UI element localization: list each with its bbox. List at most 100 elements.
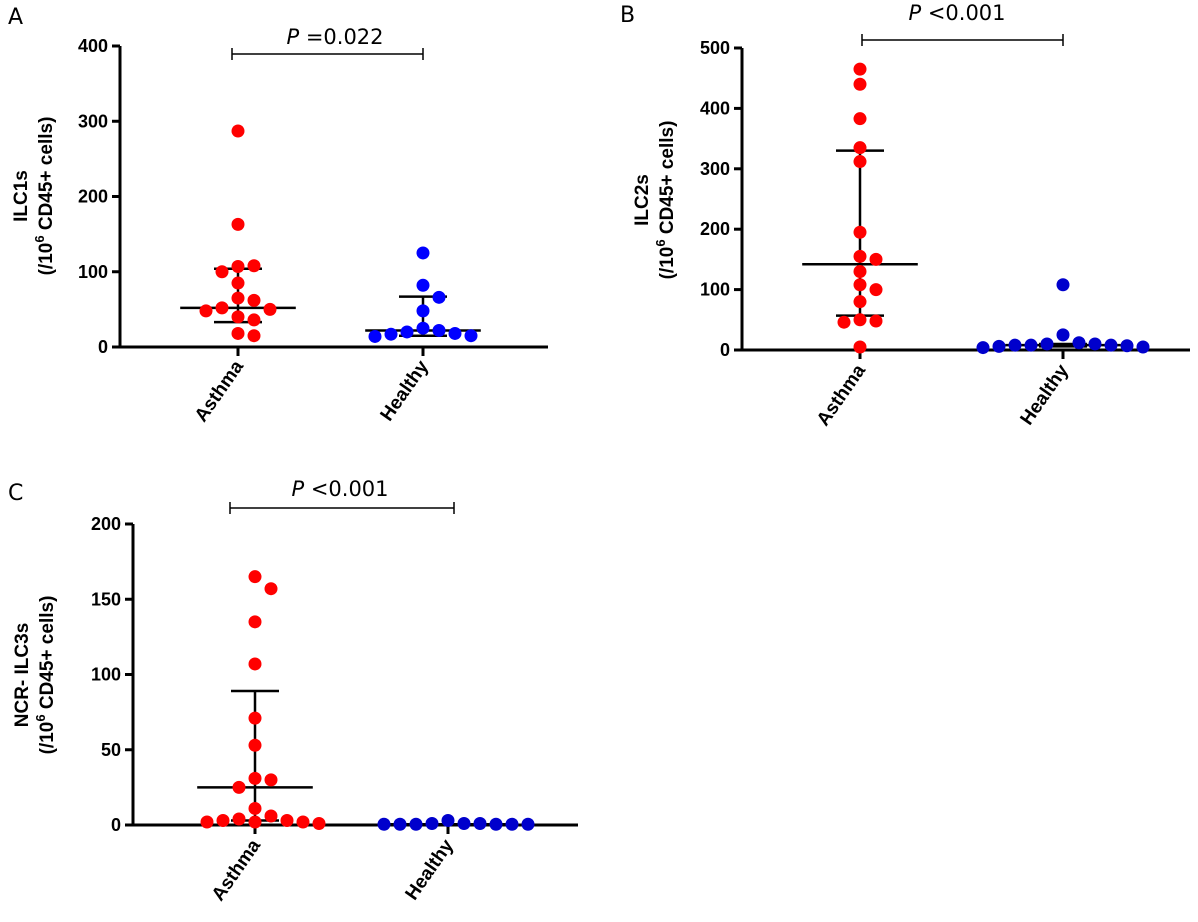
data-point-asthma [231, 291, 245, 305]
data-point-healthy [1088, 337, 1102, 351]
data-point-asthma [248, 738, 262, 752]
data-point-healthy [976, 341, 990, 355]
data-point-asthma [263, 302, 277, 316]
data-point-asthma [853, 264, 867, 278]
y-axis-title-units: (/106 CD45+ cells) [653, 121, 678, 280]
y-axis-units-prefix: (/10 [37, 722, 58, 755]
data-point-asthma [248, 771, 262, 785]
data-point-asthma [248, 815, 262, 829]
p-value-label: P <0.001 [291, 477, 388, 501]
data-point-asthma [199, 304, 213, 318]
data-point-healthy [432, 323, 446, 337]
y-tick-label: 100 [78, 262, 108, 282]
data-point-asthma [296, 815, 310, 829]
p-value-label: P =0.022 [286, 25, 383, 49]
data-point-healthy [416, 304, 430, 318]
data-point-asthma [231, 310, 245, 324]
data-point-asthma [853, 278, 867, 292]
data-point-healthy [448, 326, 462, 340]
data-point-healthy [1056, 278, 1070, 292]
y-tick-label: 0 [111, 815, 121, 835]
chart-panel-a: A 0 100 200 300 400 Asthma Healthy ILC1s(/106 CD… [8, 5, 548, 426]
data-point-asthma [247, 329, 261, 343]
data-point-asthma [215, 301, 229, 315]
data-point-asthma [853, 155, 867, 169]
x-tick-label-asthma: Asthma [191, 356, 248, 425]
data-point-asthma [247, 259, 261, 273]
data-point-asthma [248, 657, 262, 671]
data-point-asthma [280, 813, 294, 827]
y-tick-label: 300 [700, 159, 730, 179]
y-axis-units-prefix: (/10 [657, 247, 678, 280]
y-tick-label: 300 [78, 111, 108, 131]
data-point-asthma [231, 124, 245, 138]
y-axis-units-superscript: 6 [33, 714, 48, 721]
data-point-asthma [216, 813, 230, 827]
panel-letter: C [8, 481, 23, 506]
data-point-healthy [400, 325, 414, 339]
data-point-asthma [247, 313, 261, 327]
data-point-asthma [853, 112, 867, 126]
x-tick-label-healthy: Healthy [1017, 360, 1074, 429]
data-point-healthy [384, 327, 398, 341]
panel-letter: A [8, 5, 23, 30]
y-tick-label: 200 [78, 187, 108, 207]
panel-letter: B [620, 3, 635, 28]
data-point-healthy [393, 817, 407, 831]
data-point-asthma [248, 615, 262, 629]
y-axis-title-units: (/106 CD45+ cells) [33, 596, 58, 755]
data-point-asthma [215, 265, 229, 279]
y-axis-units-superscript: 6 [653, 239, 668, 246]
data-point-healthy [425, 816, 439, 830]
data-point-asthma [232, 812, 246, 826]
data-point-asthma [264, 773, 278, 787]
data-point-asthma [248, 711, 262, 725]
data-point-asthma [231, 326, 245, 340]
y-tick-label: 100 [700, 280, 730, 300]
x-tick-label-asthma: Asthma [208, 835, 265, 904]
y-tick-label: 100 [91, 665, 121, 685]
data-point-healthy [1040, 337, 1054, 351]
data-point-healthy [489, 817, 503, 831]
y-axis-units-suffix: CD45+ cells) [36, 117, 57, 236]
data-point-asthma [231, 259, 245, 273]
data-point-asthma [248, 570, 262, 584]
y-tick-label: 150 [91, 589, 121, 609]
data-point-healthy [521, 817, 535, 831]
data-point-healthy [992, 339, 1006, 353]
y-tick-label: 400 [78, 36, 108, 56]
y-tick-label: 500 [700, 38, 730, 58]
data-point-healthy [505, 817, 519, 831]
data-point-healthy [464, 329, 478, 343]
data-point-asthma [853, 249, 867, 263]
data-point-asthma [248, 801, 262, 815]
data-point-asthma [231, 217, 245, 231]
p-symbol: P [908, 1, 921, 25]
data-point-asthma [853, 340, 867, 354]
y-tick-label: 400 [700, 98, 730, 118]
data-point-healthy [457, 816, 471, 830]
y-tick-label: 50 [101, 740, 121, 760]
data-point-asthma [869, 314, 883, 328]
y-tick-label: 200 [91, 514, 121, 534]
data-point-healthy [1136, 340, 1150, 354]
data-point-healthy [1024, 338, 1038, 352]
data-point-asthma [853, 225, 867, 239]
data-point-asthma [853, 313, 867, 327]
data-point-healthy [1056, 328, 1070, 342]
data-point-asthma [264, 809, 278, 823]
data-point-asthma [853, 141, 867, 155]
data-point-asthma [264, 582, 278, 596]
y-axis-title: ILC2s [632, 174, 653, 226]
x-tick-label-asthma: Asthma [813, 360, 870, 429]
x-tick-label-healthy: Healthy [402, 835, 459, 904]
y-axis-title-units: (/106 CD45+ cells) [32, 117, 57, 276]
y-tick-label: 0 [98, 337, 108, 357]
data-point-healthy [368, 329, 382, 343]
y-axis-units-suffix: CD45+ cells) [657, 121, 678, 240]
y-tick-label: 200 [700, 219, 730, 239]
data-point-asthma [247, 293, 261, 307]
data-point-asthma [312, 816, 326, 830]
p-symbol: P [291, 477, 304, 501]
